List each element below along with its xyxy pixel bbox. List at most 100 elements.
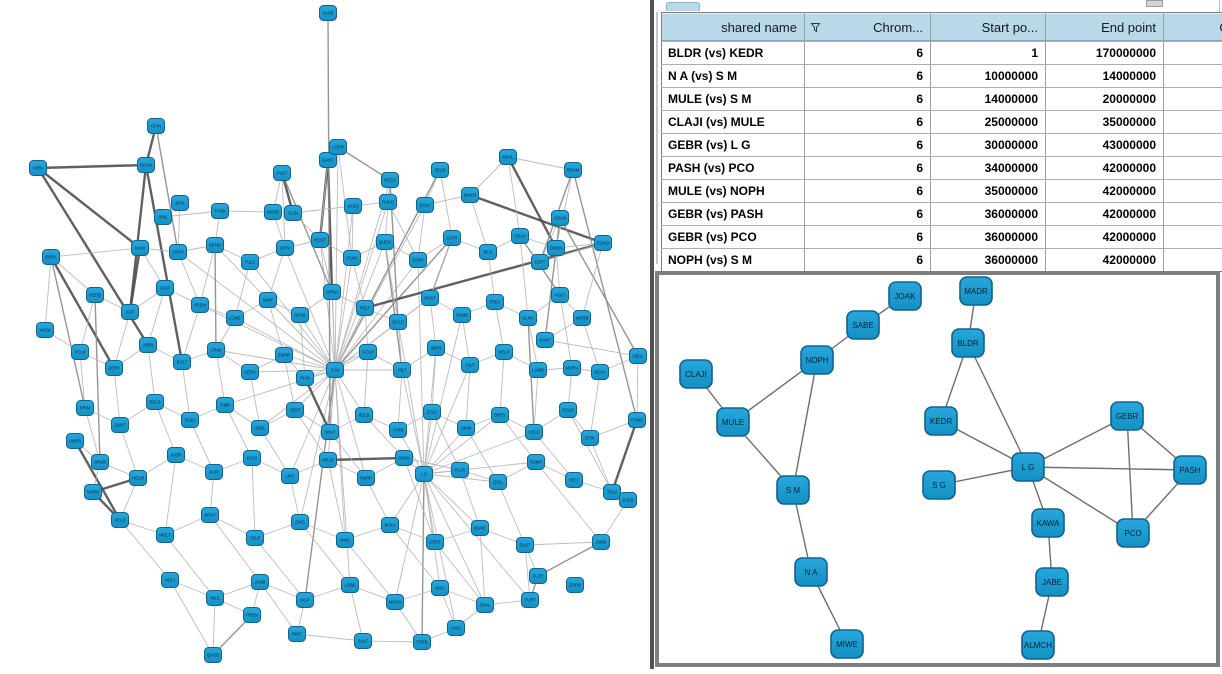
- network-node[interactable]: KLIM: [132, 241, 149, 256]
- subnetwork-node-na[interactable]: N A: [795, 558, 827, 586]
- network-node[interactable]: WILM: [37, 323, 54, 338]
- network-node[interactable]: HILT: [394, 363, 411, 378]
- network-node[interactable]: ELMO: [595, 236, 612, 251]
- network-node[interactable]: BOLT: [174, 355, 191, 370]
- table-row[interactable]: N A (vs) S M610000000140000006.6: [662, 65, 1222, 88]
- network-node[interactable]: RUKO: [380, 195, 397, 210]
- network-node[interactable]: SORV: [170, 245, 187, 260]
- network-node[interactable]: ARIL: [155, 210, 172, 225]
- column-header-sharedname[interactable]: shared name: [662, 13, 805, 42]
- network-node[interactable]: JASP: [206, 465, 223, 480]
- network-node[interactable]: LOBE: [342, 578, 359, 593]
- network-node[interactable]: PELT: [357, 301, 374, 316]
- network-node[interactable]: BILK: [480, 245, 497, 260]
- network-node[interactable]: GRIV: [277, 241, 294, 256]
- network-node[interactable]: TOLV: [604, 485, 621, 500]
- network-node[interactable]: YOLK: [72, 345, 89, 360]
- network-node[interactable]: IMPR: [428, 341, 445, 356]
- network-node[interactable]: SAPE: [320, 6, 337, 21]
- network-node[interactable]: MINT: [260, 293, 277, 308]
- network-node[interactable]: LOPR: [330, 140, 347, 155]
- network-node[interactable]: MORV: [564, 361, 581, 376]
- network-node[interactable]: EAST: [517, 538, 534, 553]
- network-node[interactable]: GIMB: [593, 535, 610, 550]
- network-node[interactable]: QUOB: [205, 648, 222, 663]
- network-node[interactable]: OPAL: [477, 598, 494, 613]
- network-node[interactable]: OKRA: [396, 451, 413, 466]
- subnetwork-node-almch[interactable]: ALMCH: [1022, 631, 1054, 659]
- table-row[interactable]: GEBR (vs) PCO636000000420000008.4: [662, 226, 1222, 249]
- network-node[interactable]: BEND: [207, 238, 224, 253]
- network-node[interactable]: ANKL: [337, 533, 354, 548]
- network-node[interactable]: CELD: [526, 425, 543, 440]
- scrollbar-grip[interactable]: [1146, 0, 1163, 7]
- network-node[interactable]: KILP: [297, 593, 314, 608]
- network-node[interactable]: BOLW: [138, 158, 155, 173]
- network-node[interactable]: MAKO: [462, 188, 479, 203]
- subnetwork-node-noph[interactable]: NOPH: [801, 346, 833, 374]
- network-node[interactable]: XRAY: [202, 508, 219, 523]
- network-node[interactable]: VOLT: [552, 288, 569, 303]
- network-node[interactable]: INLE: [207, 591, 224, 606]
- network-node[interactable]: KELP: [496, 345, 513, 360]
- subnetwork-node-pash[interactable]: PASH: [1174, 456, 1206, 484]
- network-node[interactable]: FLOT: [530, 569, 547, 584]
- network-node[interactable]: JUNB: [252, 575, 269, 590]
- network-node[interactable]: HELM: [130, 471, 147, 486]
- network-node[interactable]: KOLV: [244, 451, 261, 466]
- filter-funnel-icon[interactable]: [810, 22, 821, 33]
- network-node[interactable]: PLIM: [344, 251, 361, 266]
- network-node[interactable]: FONZ: [629, 413, 646, 428]
- network-node[interactable]: EPIK: [582, 431, 599, 446]
- column-header-genetic[interactable]: Genetic...: [1164, 13, 1222, 42]
- network-node[interactable]: CRAV: [512, 229, 529, 244]
- table-row[interactable]: GEBR (vs) PASH636000000420000008.9: [662, 203, 1222, 226]
- subnetwork-node-pco[interactable]: PCO: [1117, 519, 1149, 547]
- network-node[interactable]: YARB: [390, 423, 407, 438]
- network-node[interactable]: ZEPH: [106, 361, 123, 376]
- network-node[interactable]: YELP: [247, 531, 264, 546]
- network-node[interactable]: KREM: [192, 298, 209, 313]
- subnetwork-node-kedr[interactable]: KEDR: [925, 407, 957, 435]
- network-node[interactable]: OPRA: [324, 285, 341, 300]
- network-node[interactable]: MERD: [265, 205, 282, 220]
- network-node[interactable]: GOLP: [360, 345, 377, 360]
- table-row[interactable]: GEBR (vs) L G6300000004300000016.9: [662, 134, 1222, 157]
- network-node[interactable]: OBAL: [630, 349, 647, 364]
- network-node[interactable]: DUNE: [472, 521, 489, 536]
- network-node[interactable]: CRIM: [208, 343, 225, 358]
- network-node[interactable]: ULNA: [520, 311, 537, 326]
- network-node[interactable]: ZORV: [410, 253, 427, 268]
- network-node[interactable]: WILP: [322, 425, 339, 440]
- network-node[interactable]: QOLD: [390, 315, 407, 330]
- network-node[interactable]: NEXA: [592, 365, 609, 380]
- network-node[interactable]: RELD: [147, 395, 164, 410]
- network-node[interactable]: BRUM: [565, 163, 582, 178]
- table-row[interactable]: NOPH (vs) S M636000000420000009.9: [662, 249, 1222, 272]
- subnetwork-node-lg[interactable]: L G: [1012, 453, 1044, 481]
- network-node[interactable]: GRUB: [92, 455, 109, 470]
- column-header-startpo[interactable]: Start po...: [931, 13, 1046, 42]
- network-node[interactable]: ASTR: [444, 231, 461, 246]
- network-node[interactable]: NETH: [382, 173, 399, 188]
- network-node[interactable]: HOST: [312, 233, 329, 248]
- network-node[interactable]: FEPT: [532, 255, 549, 270]
- network-node[interactable]: PLOV: [452, 463, 469, 478]
- network-node[interactable]: NOLB: [292, 308, 309, 323]
- network-node[interactable]: PREN: [244, 608, 261, 623]
- network-node[interactable]: XANT: [537, 333, 554, 348]
- table-row[interactable]: MULE (vs) NOPH6350000004200000010.5: [662, 180, 1222, 203]
- table-row[interactable]: MULE (vs) S M614000000200000007.5: [662, 88, 1222, 111]
- network-node[interactable]: HERB: [87, 288, 104, 303]
- column-header-endpoint[interactable]: End point: [1046, 13, 1164, 42]
- network-node[interactable]: EMBR: [276, 348, 293, 363]
- subnetwork-node-bldr[interactable]: BLDR: [952, 329, 984, 357]
- network-node[interactable]: ZOLT: [424, 405, 441, 420]
- network-node[interactable]: PRIM: [77, 401, 94, 416]
- subnetwork-node-joak[interactable]: JOAK: [889, 282, 921, 310]
- network-node[interactable]: TREB: [414, 635, 431, 650]
- network-node[interactable]: WERB: [574, 311, 591, 326]
- table-row[interactable]: CLAJI (vs) MULE625000000350000005.9: [662, 111, 1222, 134]
- network-node[interactable]: FLIN: [297, 371, 314, 386]
